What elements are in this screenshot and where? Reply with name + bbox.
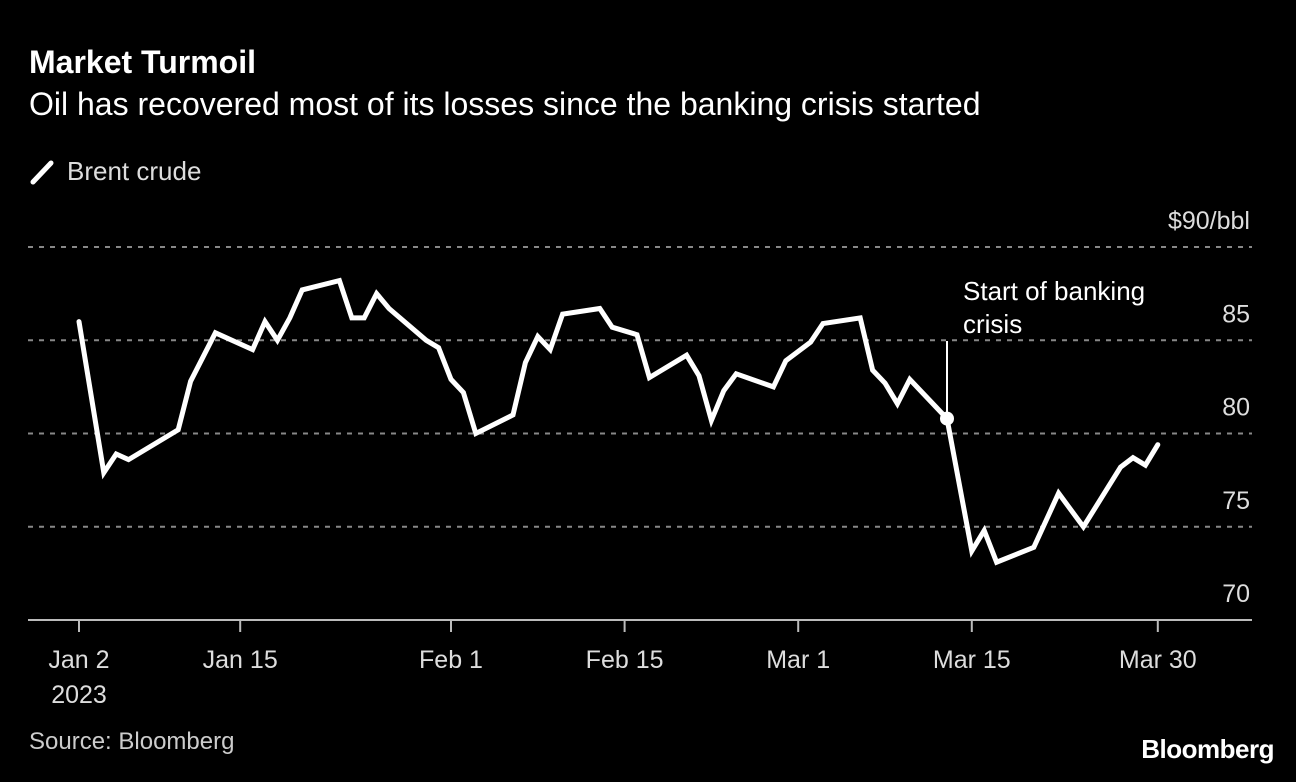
x-tick-label: Mar 15: [933, 646, 1011, 674]
source-note: Source: Bloomberg: [29, 728, 235, 755]
y-tick-label: 80: [1222, 394, 1250, 422]
y-tick-label: 70: [1222, 580, 1250, 608]
x-tick-label: Jan 2: [48, 646, 109, 674]
x-tick-label: Mar 1: [766, 646, 830, 674]
legend-label: Brent crude: [67, 156, 202, 186]
chart-title: Market Turmoil: [29, 44, 256, 80]
y-tick-label: $90/bbl: [1168, 207, 1250, 235]
chart-subtitle: Oil has recovered most of its losses sin…: [29, 86, 981, 122]
legend: Brent crude: [29, 156, 201, 187]
annotation-text: Start of banking: [963, 276, 1145, 306]
x-tick-label: Jan 15: [203, 646, 278, 674]
y-tick-label: 85: [1222, 300, 1250, 328]
annotation-text: crisis: [963, 309, 1022, 339]
x-tick-label: Feb 15: [586, 646, 664, 674]
diagonal-line-icon: [30, 160, 54, 184]
series-line-brent-crude: [76, 277, 1161, 566]
x-tick-sublabel: 2023: [51, 681, 107, 709]
x-tick-label: Feb 1: [419, 646, 483, 674]
x-tick-label: Mar 30: [1119, 646, 1197, 674]
annotation-marker: [940, 411, 954, 426]
y-tick-label: 75: [1222, 487, 1250, 515]
bloomberg-logo: Bloomberg: [1141, 734, 1274, 764]
